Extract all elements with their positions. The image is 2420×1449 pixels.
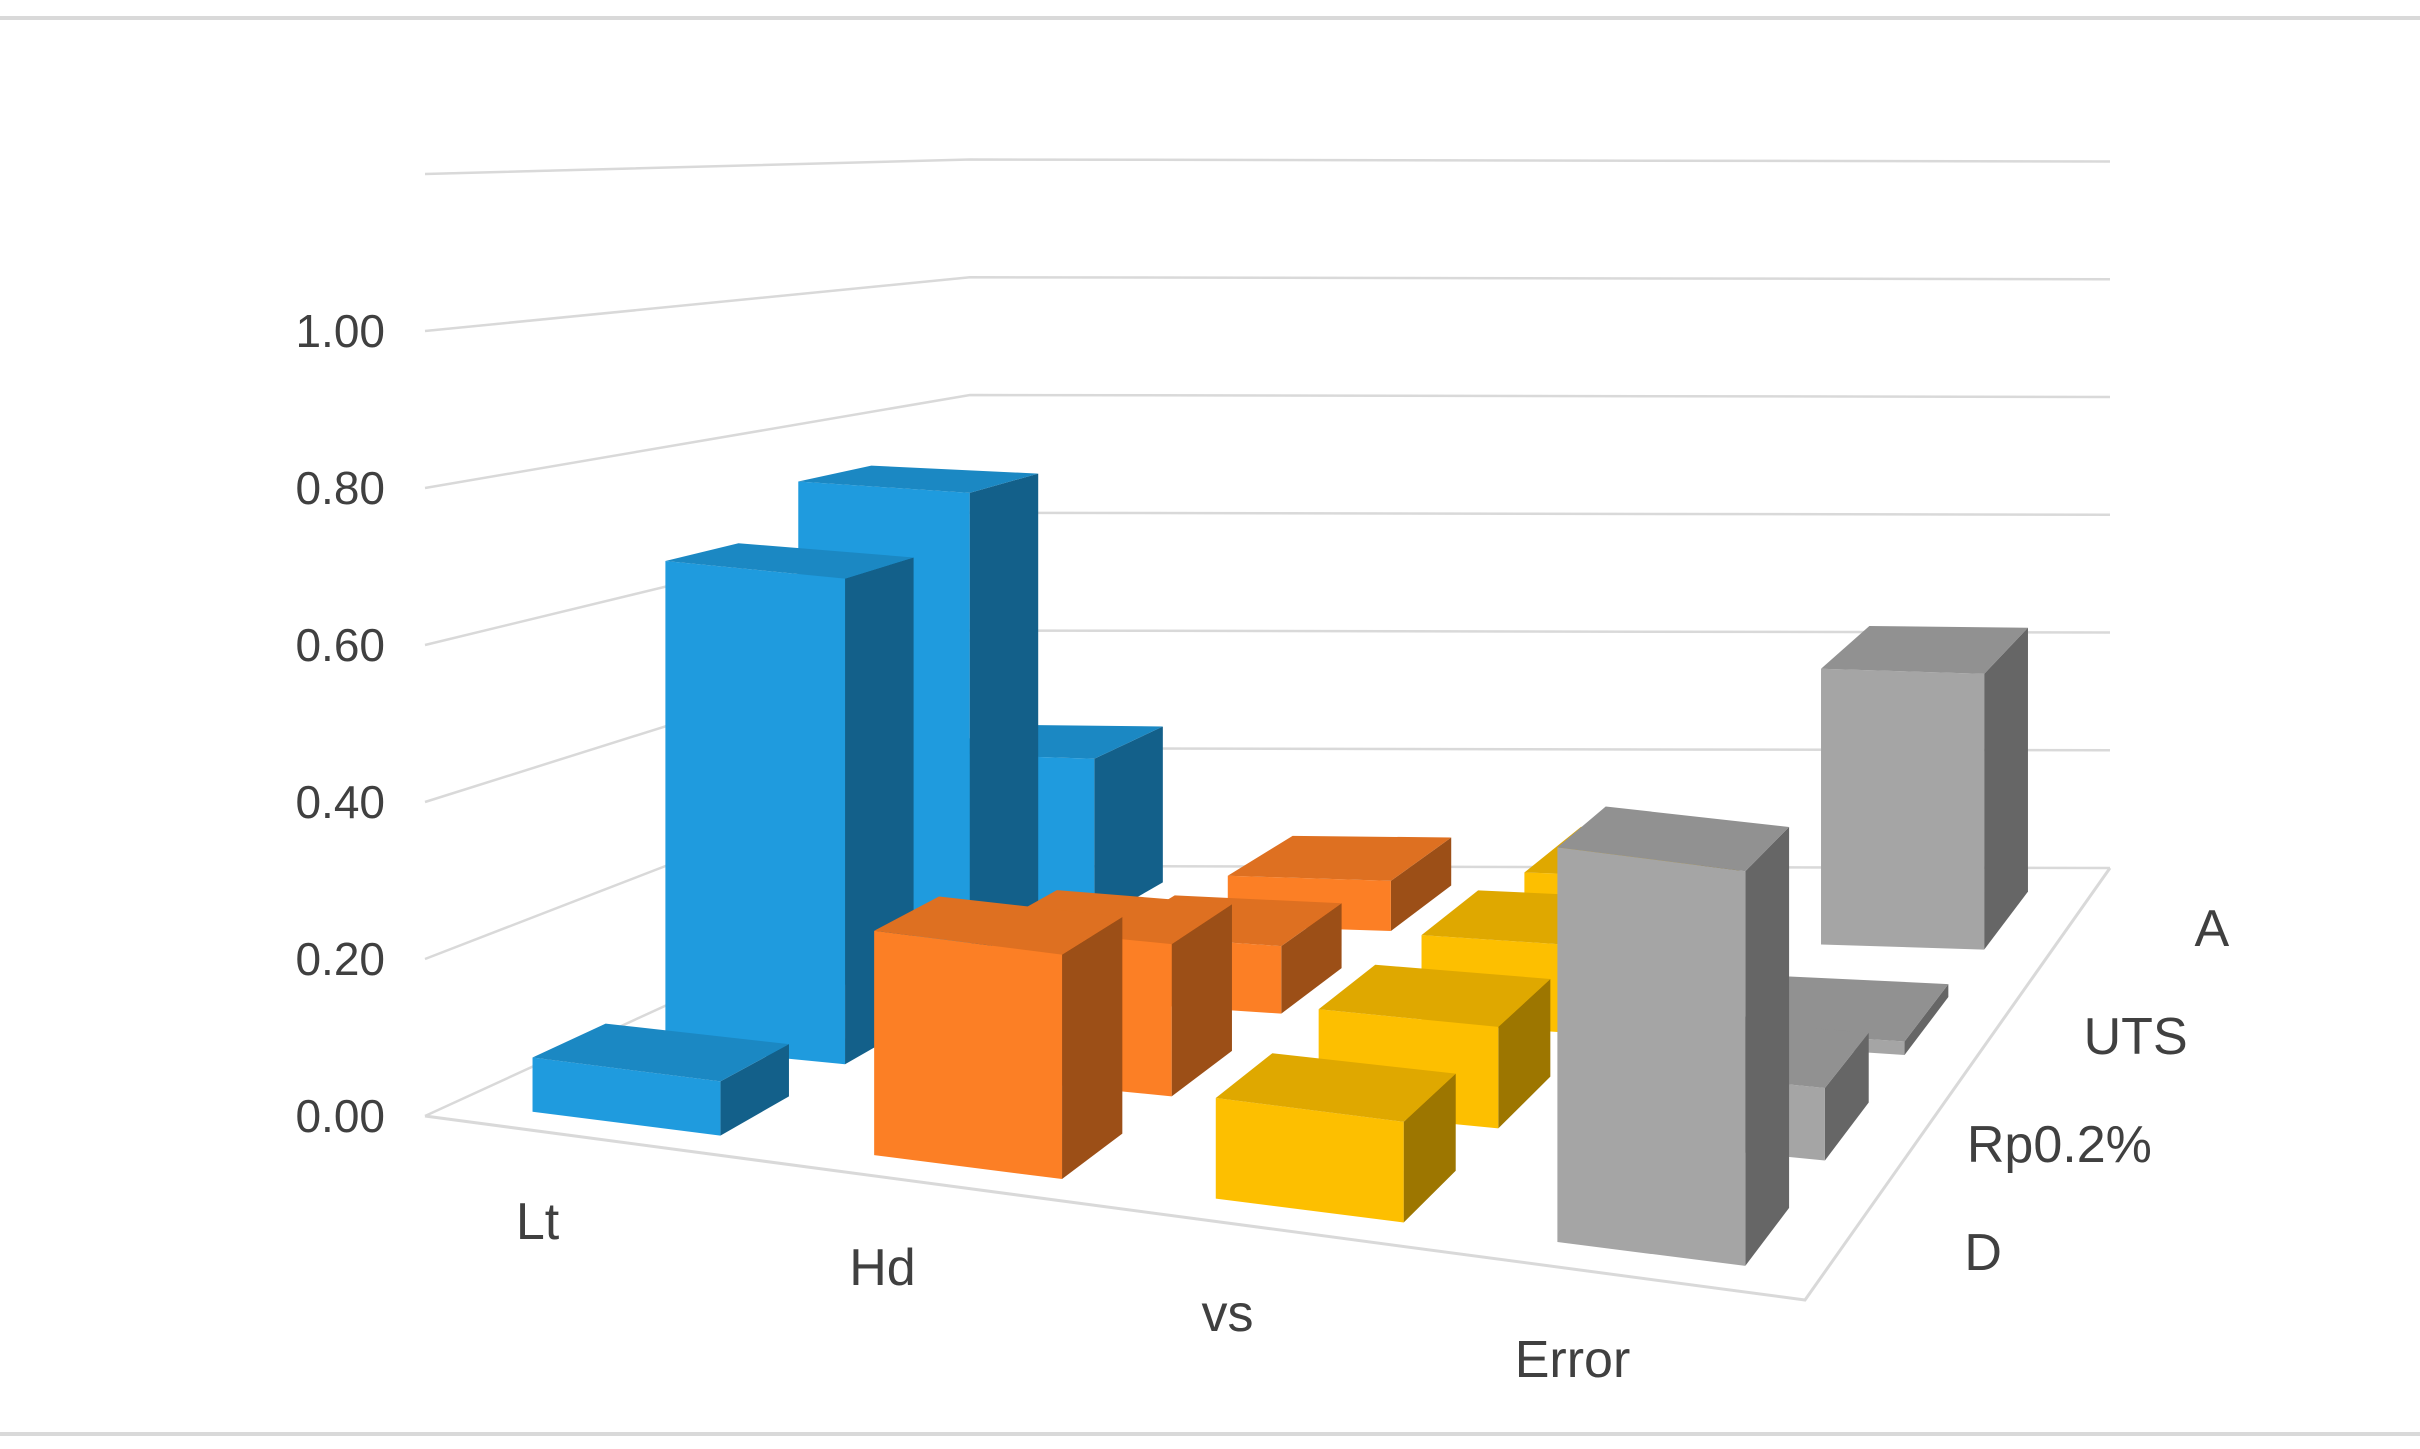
bar-front (532, 1057, 721, 1136)
y-tick-label: 0.60 (295, 619, 385, 671)
y-tick-label: 1.00 (295, 305, 385, 357)
y-tick-label: 0.20 (295, 933, 385, 985)
y-tick-label: 0.00 (295, 1090, 385, 1142)
bar-hd-d (874, 896, 1123, 1180)
bar-front (874, 930, 1063, 1180)
category-label: Hd (849, 1239, 915, 1297)
bars (532, 465, 2028, 1266)
depth-label: UTS (2084, 1008, 2188, 1066)
bar-top (1227, 835, 1452, 881)
bar-top (1318, 964, 1551, 1027)
bar-vs-d (1215, 1053, 1456, 1223)
bar-side (1498, 978, 1551, 1129)
bar-top (874, 896, 1123, 955)
bar-side (1984, 627, 2028, 950)
bar-error-d (1557, 806, 1790, 1266)
bar-error-a (1821, 626, 2028, 950)
y-tick-label: 0.40 (295, 776, 385, 828)
bar-side (1390, 837, 1452, 931)
bar-side (1745, 826, 1790, 1266)
gridline (424, 393, 2111, 490)
category-labels: Lt Hd vs Error (516, 1193, 1630, 1389)
bar-top (1557, 806, 1790, 872)
bar-top (798, 465, 1039, 493)
bar-front (1821, 668, 1985, 950)
bar-front (1557, 847, 1746, 1266)
bar-side (720, 1044, 789, 1136)
depth-label: A (2195, 900, 2230, 958)
bar-side (969, 473, 1039, 993)
bar-top (532, 1023, 789, 1082)
gridline (424, 158, 2111, 176)
depth-label: Rp0.2% (1967, 1116, 2152, 1174)
bar-side (1904, 984, 1949, 1056)
floor-edge (424, 867, 2112, 1302)
gridline (424, 275, 2111, 333)
bar-top (1821, 626, 2028, 674)
bar-side (1062, 916, 1123, 1180)
bar-front (665, 560, 846, 1065)
y-tick-label: 0.80 (295, 462, 385, 514)
bar-side (1403, 1073, 1456, 1223)
bar-top (665, 543, 914, 579)
bar-front (1215, 1097, 1404, 1223)
bar-side (1094, 726, 1163, 922)
depth-label: D (1964, 1224, 2002, 1282)
bar-top (1215, 1053, 1456, 1122)
bar-side (1824, 1032, 1869, 1161)
category-label: Lt (516, 1193, 560, 1251)
category-label: vs (1202, 1285, 1254, 1343)
category-label: Error (1515, 1331, 1631, 1389)
bar-lt-d (532, 1023, 789, 1136)
bar-side (1171, 904, 1232, 1097)
bar-side (1281, 903, 1342, 1014)
y-axis-ticks: 0.00 0.20 0.40 0.60 0.80 1.00 (295, 305, 385, 1142)
